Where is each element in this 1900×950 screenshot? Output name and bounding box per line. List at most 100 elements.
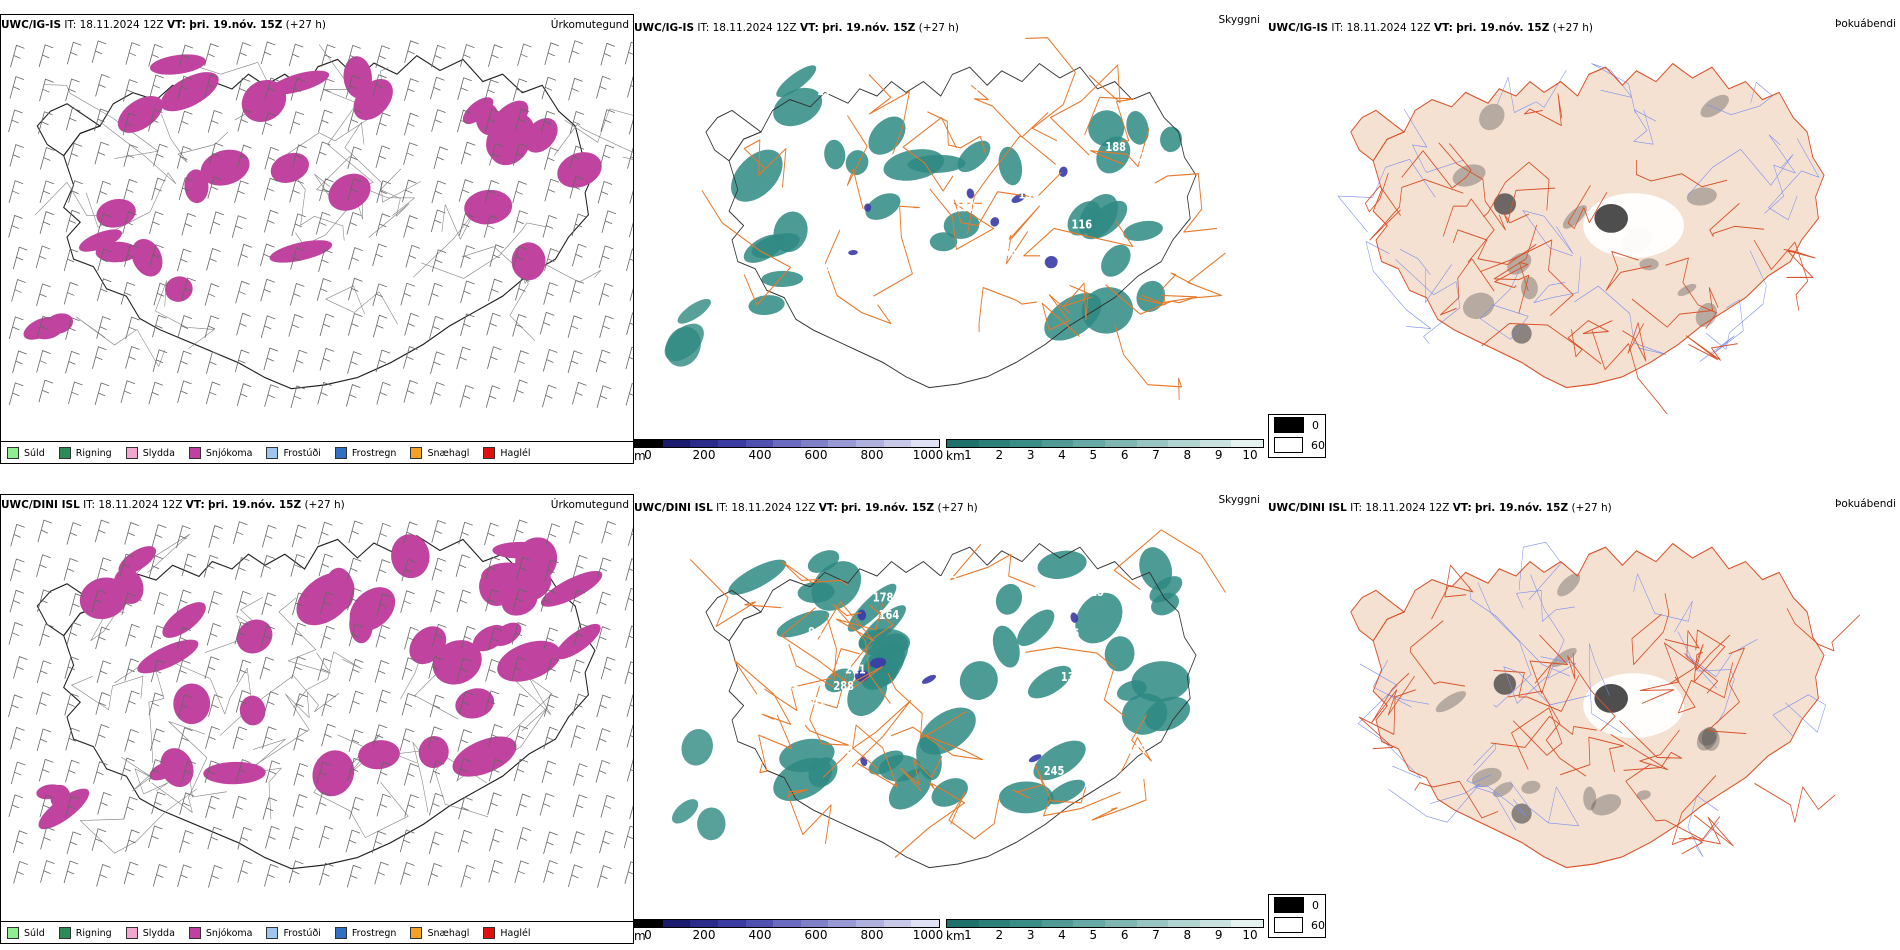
it-label: IT:	[716, 502, 729, 514]
legend-swatch	[266, 927, 279, 939]
precip-legend-item: Frostregn	[334, 927, 397, 939]
visibility-colorbar-ticks: 1 2 3 4 5 6 7 8 9 10	[946, 928, 1264, 944]
colorbar-cell	[635, 920, 663, 927]
min-visibility-label: 323	[967, 117, 988, 131]
precip-legend-item: Slydda	[125, 927, 175, 939]
colorbar-cell	[911, 920, 940, 927]
min-visibility-label: 441	[805, 695, 826, 709]
min-visibility-label: 117	[1127, 743, 1148, 757]
wind-barbs	[8, 519, 633, 888]
colorbar-tick: 200	[692, 448, 716, 462]
fog-legend-swatch	[1274, 897, 1304, 913]
fog-panel: UWC/IG-IS IT: 18.11.2024 12Z VT: þri. 19…	[1268, 14, 1900, 414]
colorbar-tick: 8	[1183, 448, 1192, 462]
fog-legend-swatch	[1274, 437, 1303, 453]
colorbar-tick: 6	[1120, 928, 1129, 942]
colorbar-tick: 1000	[912, 448, 944, 462]
lead-time: (+27 h)	[918, 22, 960, 34]
colorbar-tick: 10	[1242, 928, 1258, 942]
vt-value: þri. 19.nóv. 15Z	[1475, 502, 1569, 514]
legend-label: Frostúði	[283, 447, 321, 459]
colorbar-cell	[1199, 920, 1232, 927]
colorbar-cell	[773, 440, 801, 447]
min-visibility-label: 975	[908, 661, 929, 675]
colorbar-cell	[1073, 920, 1105, 927]
precip-legend-item: Frostúði	[266, 447, 321, 459]
min-visibility-label: 350	[802, 201, 823, 215]
precip-legend-item: Rigning	[58, 927, 112, 939]
min-visibility-label: 282	[1139, 151, 1160, 165]
min-visibility-label: 338	[786, 683, 807, 697]
panel-header: UWC/DINI ISL IT: 18.11.2024 12Z VT: þri.…	[1, 499, 345, 511]
vt-value: þri. 19.nóv. 15Z	[189, 19, 283, 31]
legend-label: Haglél	[500, 447, 531, 459]
it-label: IT:	[1350, 502, 1363, 514]
legend-label: Snjókoma	[205, 447, 253, 459]
colorbar-cell	[1231, 920, 1263, 927]
lead-time: (+27 h)	[937, 502, 978, 514]
legend-swatch	[410, 927, 423, 939]
legend-swatch	[58, 447, 71, 459]
lead-time: (+27 h)	[1552, 22, 1594, 34]
precip-legend-item: Frostregn	[334, 447, 396, 459]
fog-legend-swatch	[1274, 417, 1304, 433]
fog-index-legend: 0 60	[1268, 894, 1326, 938]
fog-legend-row: 0	[1269, 415, 1325, 435]
vt-label: VT:	[1433, 22, 1453, 34]
precip-type-map	[8, 40, 633, 409]
legend-swatch	[483, 927, 496, 939]
legend-label: Rigning	[75, 927, 112, 939]
fog-legend-label: 0	[1312, 418, 1319, 432]
precip-legend-item: Haglél	[483, 927, 531, 939]
colorbar-cell	[662, 920, 691, 927]
min-visibility-label: 188	[1105, 140, 1126, 154]
colorbar-tick: 600	[804, 928, 828, 942]
legend-swatch	[334, 927, 347, 939]
vt-label: VT:	[818, 502, 838, 514]
height-colorbar-ticks: 0 200 400 600 800 1000	[634, 928, 943, 944]
colorbar-tick: 2	[995, 448, 1004, 462]
panel-title: Þokuábendi	[1835, 498, 1896, 510]
precip-type-panel: Úrkomutegund UWC/DINI ISL IT: 18.11.2024 …	[0, 494, 634, 944]
visibility-colorbar-ticks: 1 2 3 4 5 6 7 8 9 10	[946, 448, 1264, 464]
lead-time: (+27 h)	[304, 499, 345, 511]
colorbar-tick: 3	[1026, 928, 1035, 942]
min-visibility-label: 723	[959, 80, 980, 94]
vt-label: VT:	[799, 22, 819, 34]
height-unit: m	[634, 449, 646, 463]
precip-legend-item: Súld	[7, 927, 45, 939]
colorbar-tick: 400	[748, 448, 772, 462]
legend-swatch	[188, 927, 201, 939]
legend-swatch	[125, 447, 138, 459]
min-visibility-label: 178	[873, 591, 894, 605]
colorbar-tick: 3	[1026, 448, 1035, 462]
height-colorbar-bar	[634, 919, 940, 928]
panel-title: Úrkomutegund	[550, 19, 629, 31]
colorbar-cell	[717, 920, 746, 927]
legend-label: Snæhagl	[427, 927, 470, 939]
visibility-colorbar-bar	[946, 919, 1264, 928]
it-label: IT:	[83, 499, 96, 511]
colorbar-cell	[635, 440, 663, 447]
colorbar-cell	[856, 920, 884, 927]
it-value: 18.11.2024 12Z	[1365, 502, 1450, 514]
colorbar-cell	[1168, 440, 1200, 447]
min-visibility-label: 443	[947, 294, 968, 308]
colorbar-cell	[1199, 440, 1232, 447]
precip-legend-item: Snjókoma	[188, 447, 253, 459]
height-colorbar-bar	[634, 439, 940, 448]
model-name: UWC/IG-IS	[634, 22, 695, 34]
legend-swatch	[483, 447, 496, 459]
colorbar-cell	[828, 920, 857, 927]
min-visibility-label: 150	[1019, 188, 1040, 202]
legend-label: Frostregn	[351, 927, 397, 939]
colorbar-tick: 0	[644, 928, 652, 942]
colorbar-tick: 2	[995, 928, 1004, 942]
colorbar-tick: 6	[1120, 448, 1129, 462]
visibility-panel: 174 975 362 441 125 338 245 211 117 178 96 164 288 21…	[634, 494, 1268, 944]
colorbar-cell	[717, 440, 746, 447]
precip-legend-item: Snæhagl	[410, 927, 469, 939]
legend-label: Snjókoma	[205, 927, 253, 939]
colorbar-tick: 7	[1152, 928, 1160, 942]
colorbar-tick: 1	[964, 928, 972, 942]
